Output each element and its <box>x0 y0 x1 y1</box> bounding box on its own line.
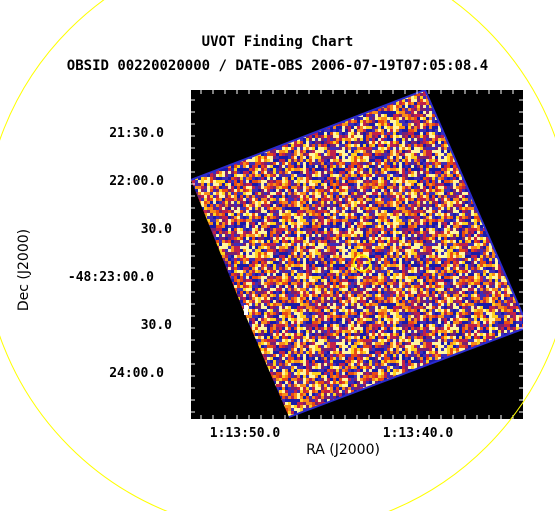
y-tick-label: 30.0 <box>140 318 172 333</box>
y-tick-label: 24:00.0 <box>109 366 164 381</box>
y-tick-label: 21:30.0 <box>109 126 164 141</box>
x-tick-label: 1:13:50.0 <box>209 426 281 441</box>
y-tick-label: 22:00.0 <box>109 174 164 189</box>
source-circle <box>353 254 371 272</box>
exposure-edge <box>191 90 523 418</box>
chart-subtitle: OBSID 00220020000 / DATE-OBS 2006-07-19T… <box>66 58 489 74</box>
bright-pixel <box>244 305 248 315</box>
y-tick-label: 30.0 <box>140 222 172 237</box>
chart-title: UVOT Finding Chart <box>201 34 354 50</box>
y-axis-label: Dec (J2000) <box>16 228 32 312</box>
x-tick-label: 1:13:40.0 <box>382 426 454 441</box>
frame-ticks <box>191 90 523 419</box>
y-tick-label: -48:23:00.0 <box>67 270 154 285</box>
exposure-footprint <box>191 90 523 418</box>
exposure-area <box>191 90 523 417</box>
x-axis-label: RA (J2000) <box>306 442 380 458</box>
